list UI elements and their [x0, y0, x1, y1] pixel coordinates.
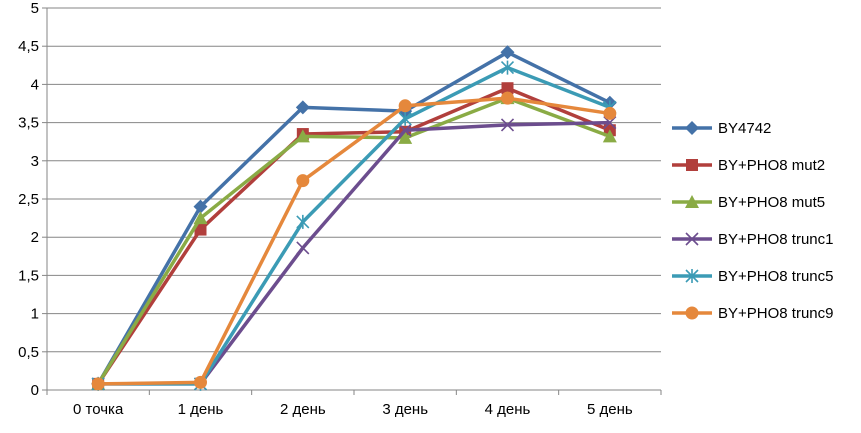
- data-point: [501, 82, 514, 95]
- data-point: [296, 241, 310, 255]
- x-tick-label: 2 день: [280, 401, 326, 418]
- data-point: [398, 130, 413, 144]
- series-line: [98, 65, 611, 386]
- legend-label: BY+PHO8 mut5: [718, 194, 825, 211]
- series-4: [91, 116, 617, 391]
- data-point: [296, 214, 310, 229]
- series-1: [91, 45, 617, 391]
- y-tick-label: 5: [31, 0, 39, 17]
- y-tick-label: 4: [31, 76, 39, 93]
- data-point: [398, 123, 412, 137]
- legend-label: BY+PHO8 mut2: [718, 157, 825, 174]
- legend-label: BY4742: [718, 120, 771, 137]
- gridlines: [47, 7, 661, 353]
- series-6: [91, 91, 617, 391]
- data-point: [398, 99, 412, 113]
- series-line: [96, 96, 611, 385]
- legend-marker: [685, 269, 699, 283]
- data-point: [296, 174, 310, 188]
- x-tick-label: 0 точка: [73, 401, 124, 418]
- series-group: [91, 45, 617, 391]
- y-tick-label: 1: [31, 306, 39, 323]
- data-point: [500, 118, 515, 132]
- data-point: [398, 111, 412, 126]
- x-tick-label: 4 день: [485, 401, 531, 418]
- legend-entry: BY4742: [672, 120, 771, 137]
- legend-marker: [685, 232, 699, 246]
- data-point: [194, 223, 207, 236]
- series-line: [96, 50, 611, 385]
- legend: BY4742 BY+PHO8 mut2 BY+PHO8 mut5 BY+PHO8 tr…: [672, 120, 833, 322]
- data-point: [603, 116, 617, 130]
- data-point: [295, 100, 310, 115]
- legend-entry: BY+PHO8 mut2: [672, 157, 825, 174]
- data-point: [500, 45, 515, 60]
- data-point: [193, 199, 208, 214]
- series-3: [91, 91, 617, 390]
- data-point: [295, 129, 310, 143]
- legend-entry: BY+PHO8 mut5: [672, 194, 825, 211]
- y-tick-label: 4,5: [18, 38, 39, 55]
- legend-marker: [686, 159, 698, 171]
- legend-entry: BY+PHO8 trunc1: [672, 231, 833, 248]
- axes: [42, 7, 662, 395]
- y-tick-label: 2: [31, 229, 39, 246]
- y-tick-label: 3,5: [18, 115, 39, 132]
- data-point: [603, 106, 617, 120]
- legend-label: BY+PHO8 trunc5: [718, 268, 833, 285]
- data-point: [193, 211, 208, 225]
- y-tick-label: 2,5: [18, 191, 39, 208]
- y-tick-label: 0: [31, 382, 39, 399]
- y-tick-label: 3: [31, 153, 39, 170]
- legend-marker: [685, 306, 699, 320]
- y-tick-label: 0,5: [18, 344, 39, 361]
- series-2: [92, 82, 616, 390]
- legend-marker: [685, 195, 699, 208]
- series-line: [98, 96, 611, 386]
- legend-label: BY+PHO8 trunc9: [718, 305, 833, 322]
- data-point: [194, 375, 207, 389]
- data-point: [602, 129, 617, 143]
- legend-entry: BY+PHO8 trunc9: [672, 305, 833, 322]
- legend-entry: BY+PHO8 trunc5: [672, 268, 833, 285]
- x-tick-label: 1 день: [178, 401, 224, 418]
- data-point: [500, 60, 515, 75]
- legend-label: BY+PHO8 trunc1: [718, 231, 833, 248]
- x-tick-label: 5 день: [587, 401, 633, 418]
- data-point: [501, 91, 514, 105]
- x-axis-tick-labels: 0 точка 1 день 2 день 3 день 4 день 5 день: [73, 401, 633, 418]
- legend-marker: [685, 121, 699, 135]
- y-axis-tick-labels: 0 0,5 1 1,5 2 2,5 3 3,5 4 4,5 5: [18, 0, 39, 399]
- series-line: [96, 86, 611, 385]
- data-point: [91, 377, 105, 391]
- y-tick-label: 1,5: [18, 267, 39, 284]
- x-tick-label: 3 день: [382, 401, 428, 418]
